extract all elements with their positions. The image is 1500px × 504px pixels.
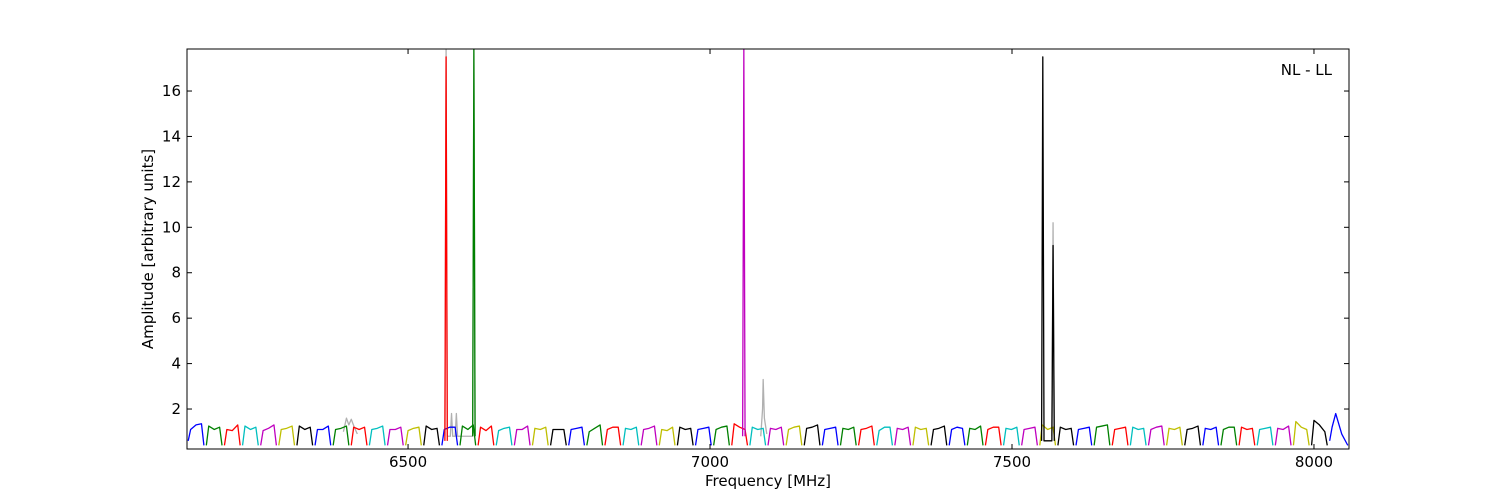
spectrum-line bbox=[296, 425, 314, 446]
spectrum-line bbox=[1202, 426, 1220, 446]
spectrum-line bbox=[803, 424, 821, 446]
spectrum-line bbox=[1002, 426, 1020, 446]
spectrum-line bbox=[694, 426, 712, 446]
spectrum-line bbox=[741, 49, 746, 437]
spectrum-line bbox=[604, 426, 622, 446]
spectrum-line bbox=[1310, 419, 1328, 446]
spectrum-line bbox=[1040, 56, 1055, 442]
spectrum-line bbox=[444, 56, 448, 441]
spectrum-line bbox=[1256, 426, 1274, 446]
spectrum-line bbox=[278, 425, 296, 446]
spectrum-line bbox=[531, 426, 549, 446]
spectrum-line bbox=[568, 426, 586, 446]
spectrum-line bbox=[332, 425, 350, 446]
spectrum-line bbox=[1274, 425, 1292, 446]
spectrum-line bbox=[441, 426, 459, 446]
spectrum-line bbox=[1147, 425, 1165, 446]
spectrum-line bbox=[404, 426, 422, 446]
spectrum-line bbox=[857, 425, 875, 446]
y-tick-label: 2 bbox=[171, 400, 181, 418]
y-tick-label: 14 bbox=[162, 127, 181, 145]
spectrum-line bbox=[712, 425, 730, 446]
spectrum-line bbox=[1021, 426, 1039, 446]
y-tick-label: 8 bbox=[171, 264, 181, 282]
spectrum-line bbox=[187, 423, 205, 446]
spectrum-line bbox=[1129, 426, 1147, 446]
x-tick-label: 8000 bbox=[1295, 453, 1333, 471]
x-tick-label: 6500 bbox=[389, 453, 427, 471]
spectrum-line bbox=[472, 49, 476, 437]
spectrum-line bbox=[767, 426, 785, 446]
spectrum-line bbox=[1220, 426, 1238, 446]
spectrum-line bbox=[948, 426, 966, 446]
spectrum-line bbox=[622, 426, 640, 446]
spectrum-line bbox=[1329, 412, 1349, 446]
y-tick-label: 4 bbox=[171, 355, 181, 373]
x-tick-label: 7000 bbox=[691, 453, 729, 471]
spectrum-line bbox=[459, 424, 477, 446]
plot-area bbox=[187, 49, 1349, 446]
spectrum-line bbox=[241, 425, 259, 446]
spectrum-line bbox=[912, 426, 930, 446]
spectrum-line bbox=[894, 426, 912, 446]
spectrum-line bbox=[640, 425, 658, 446]
spectrum-line bbox=[785, 425, 803, 446]
spectrum-line bbox=[205, 425, 223, 446]
spectrum-line bbox=[658, 426, 676, 446]
spectrum-line bbox=[1093, 424, 1111, 446]
spectrum-line bbox=[984, 426, 1002, 446]
spectrum-line bbox=[549, 428, 567, 446]
y-axis-label: Amplitude [arbitrary units] bbox=[139, 149, 157, 349]
y-tick-label: 16 bbox=[162, 82, 181, 100]
spectrum-line bbox=[839, 426, 857, 446]
y-tick-label: 6 bbox=[171, 309, 181, 327]
spectrum-line bbox=[223, 424, 241, 446]
spectrum-line bbox=[423, 425, 441, 446]
annotation: NL - LL bbox=[1281, 61, 1333, 79]
y-tick-label: 12 bbox=[162, 173, 181, 191]
spectrum-line bbox=[477, 425, 495, 446]
spectrum-line bbox=[586, 424, 604, 446]
spectrum-line bbox=[495, 426, 513, 446]
x-axis-label: Frequency [MHz] bbox=[705, 472, 831, 490]
x-tick-label: 7500 bbox=[993, 453, 1031, 471]
spectrum-line bbox=[821, 426, 839, 446]
spectrum-line bbox=[749, 426, 767, 446]
spectrum-line bbox=[368, 425, 386, 446]
spectrum-line bbox=[1057, 426, 1075, 446]
spectrum-line bbox=[1292, 420, 1310, 446]
spectrum-line bbox=[260, 424, 278, 446]
spectrum-line bbox=[314, 425, 332, 446]
spectrum-line bbox=[1111, 426, 1129, 446]
spectrum-line bbox=[930, 425, 948, 446]
spectrum-line bbox=[760, 378, 768, 437]
y-tick-label: 10 bbox=[162, 218, 181, 236]
spectrum-line bbox=[731, 423, 749, 446]
axes-frame bbox=[186, 48, 1350, 450]
spectrum-line bbox=[1184, 425, 1202, 446]
spectrum-line bbox=[676, 426, 694, 446]
spectrum-line bbox=[1238, 426, 1256, 446]
spectrum-line bbox=[966, 425, 984, 446]
spectrum-line bbox=[1165, 426, 1183, 446]
spectrum-line bbox=[1075, 426, 1093, 446]
spectrum-line bbox=[876, 426, 894, 446]
spectrum-line bbox=[350, 426, 368, 446]
spectrum-line bbox=[513, 425, 531, 446]
spectrum-line bbox=[386, 426, 404, 446]
